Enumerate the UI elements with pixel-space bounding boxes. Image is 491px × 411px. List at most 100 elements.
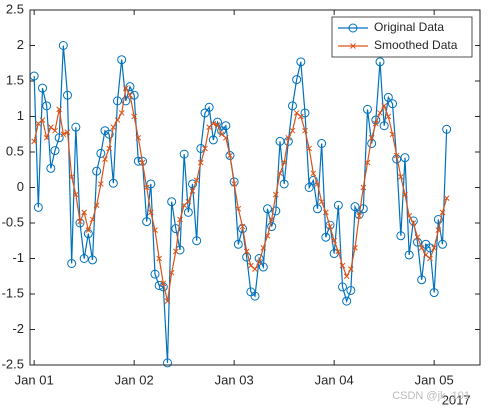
data-point — [46, 163, 56, 173]
series-line — [33, 86, 448, 302]
data-point — [50, 146, 60, 156]
data-point — [281, 159, 288, 166]
data-point — [193, 177, 200, 184]
x-tick-label: Jan 01 — [15, 372, 54, 387]
data-point — [147, 209, 154, 216]
data-point — [93, 202, 100, 209]
data-point — [310, 170, 317, 177]
data-point — [296, 57, 306, 67]
data-point — [442, 124, 452, 134]
data-point — [171, 224, 181, 234]
data-point — [163, 358, 172, 368]
x-axis-secondary-label: 2017 — [442, 392, 471, 407]
data-point — [233, 239, 243, 249]
y-tick-label: 2 — [17, 37, 24, 52]
data-point — [260, 244, 267, 251]
data-point — [38, 83, 47, 93]
data-point — [179, 149, 189, 159]
data-point — [347, 266, 354, 273]
data-point — [388, 99, 397, 109]
data-point — [231, 181, 238, 187]
data-point — [202, 145, 208, 152]
legend-label: Smoothed Data — [374, 38, 458, 52]
data-point — [377, 110, 383, 116]
y-tick-label: -1.5 — [2, 285, 24, 300]
data-point — [177, 216, 183, 223]
data-point — [33, 202, 43, 212]
y-tick-label: 2.5 — [6, 1, 24, 16]
data-point — [227, 152, 233, 159]
data-point — [183, 207, 193, 217]
data-point — [58, 41, 68, 50]
data-point — [154, 280, 164, 290]
data-point — [197, 159, 204, 166]
data-point — [339, 262, 346, 269]
data-point — [308, 175, 318, 185]
data-point — [368, 134, 375, 141]
data-point — [292, 75, 302, 85]
x-tick-label: Jan 04 — [315, 372, 354, 387]
data-point — [429, 288, 439, 298]
y-tick-label: -2.5 — [2, 356, 24, 371]
data-point — [243, 248, 250, 255]
data-point — [438, 239, 447, 249]
data-point — [106, 145, 113, 152]
data-point — [356, 213, 363, 219]
data-point — [393, 152, 400, 159]
data-point — [167, 197, 177, 207]
y-tick-label: 0 — [17, 179, 24, 194]
data-point — [189, 188, 196, 194]
y-tick-label: -0.5 — [2, 214, 24, 229]
data-point — [352, 244, 358, 251]
data-point — [410, 220, 417, 226]
data-point — [185, 198, 192, 205]
data-point — [97, 181, 104, 187]
data-point — [222, 134, 229, 141]
data-point — [335, 248, 342, 255]
y-tick-label: 0.5 — [6, 143, 24, 158]
plot-content — [29, 41, 452, 368]
data-point — [381, 102, 388, 109]
data-point — [208, 135, 218, 145]
data-point — [297, 113, 304, 120]
data-point — [150, 269, 160, 279]
data-point — [117, 55, 127, 65]
data-point — [60, 131, 67, 138]
data-point — [271, 206, 281, 216]
data-point — [358, 204, 368, 214]
data-point — [329, 249, 339, 259]
data-point — [379, 121, 389, 131]
series-line — [33, 45, 448, 363]
data-point — [363, 104, 372, 114]
data-point — [414, 234, 421, 241]
data-point — [321, 232, 331, 242]
data-point — [318, 198, 325, 205]
data-point — [331, 237, 338, 244]
data-point — [235, 205, 242, 212]
data-point — [88, 255, 97, 265]
data-point — [214, 122, 221, 128]
data-point — [288, 101, 297, 111]
data-point — [443, 195, 450, 202]
x-tick-label: Jan 02 — [115, 372, 154, 387]
data-point — [402, 191, 408, 198]
data-point — [204, 102, 214, 112]
data-point — [433, 214, 443, 224]
data-point — [327, 223, 333, 230]
data-point — [372, 120, 379, 127]
data-point — [131, 113, 138, 120]
legend-box — [331, 16, 473, 58]
data-point — [439, 209, 446, 216]
data-point — [221, 121, 231, 131]
data-point — [427, 255, 433, 262]
legend-marker — [348, 23, 358, 33]
data-point — [389, 131, 396, 138]
data-point — [121, 96, 131, 106]
data-point — [400, 153, 410, 163]
data-point — [304, 183, 314, 192]
axes-box — [29, 9, 481, 366]
data-point — [302, 127, 308, 134]
data-point — [325, 220, 335, 230]
data-point — [104, 129, 114, 139]
data-point — [89, 216, 96, 223]
